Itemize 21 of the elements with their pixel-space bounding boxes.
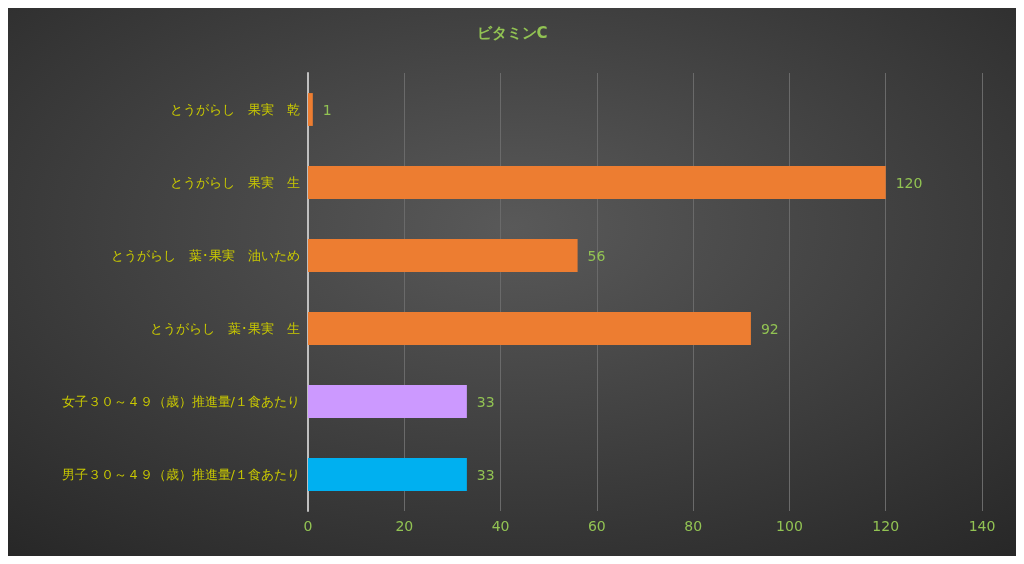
chart-title: ビタミンC [476, 23, 548, 42]
y-tick-label: とうがらし 果実 生 [170, 175, 300, 190]
x-tick-label: 120 [872, 518, 900, 534]
x-tick-label: 80 [684, 518, 703, 534]
x-tick-label: 40 [491, 518, 510, 534]
y-tick-label: 男子３０～４９（歳）推進量/１食あたり [61, 467, 300, 482]
x-tick-label: 140 [968, 518, 996, 534]
data-label: 1 [322, 101, 332, 118]
data-label: 56 [587, 247, 606, 264]
data-label: 33 [476, 466, 495, 483]
x-tick-label: 60 [587, 518, 606, 534]
x-tick-label: 100 [776, 518, 803, 534]
x-tick-label: 0 [303, 518, 313, 534]
data-label: 92 [760, 320, 779, 337]
y-tick-label: とうがらし 果実 乾 [170, 102, 300, 117]
data-label: 120 [895, 174, 923, 191]
x-tick-label: 20 [395, 518, 414, 534]
y-tick-label: 女子３０～４９（歳）推進量/１食あたり [61, 394, 300, 409]
y-tick-label: とうがらし 葉･果実 油いため [111, 248, 300, 263]
y-tick-label: とうがらし 葉･果実 生 [150, 321, 300, 336]
data-label: 33 [476, 393, 495, 410]
